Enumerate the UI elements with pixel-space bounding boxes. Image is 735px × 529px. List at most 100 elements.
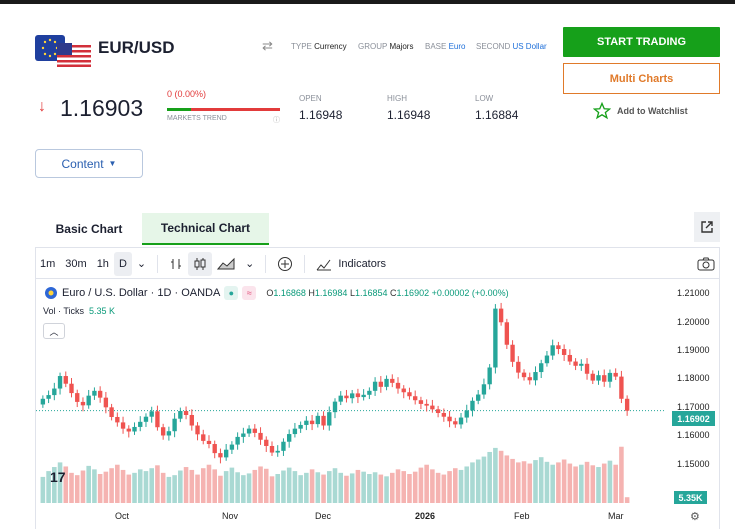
candle-body — [252, 428, 257, 433]
volume-bar — [561, 459, 567, 503]
volume-bar — [229, 467, 235, 503]
add-to-watchlist-button[interactable]: Add to Watchlist — [593, 102, 688, 120]
volume-bar — [544, 461, 550, 503]
legend-ohlc: O1.16868 H1.16984 L1.16854 C1.16902 +0.0… — [266, 288, 509, 298]
candle-body — [332, 401, 338, 413]
candle-body — [172, 418, 177, 432]
candle-body — [413, 396, 418, 401]
y-tick-label: 1.17000 — [677, 401, 710, 412]
volume-bar — [298, 475, 303, 503]
volume-bar — [132, 472, 137, 503]
external-link-button[interactable] — [694, 212, 720, 242]
volume-bar — [361, 471, 366, 503]
candle-body — [579, 363, 584, 366]
candle-body — [223, 449, 229, 458]
candle-body — [97, 390, 103, 398]
volume-bar — [246, 473, 252, 503]
candle-body — [378, 381, 384, 387]
volume-bar — [69, 472, 74, 503]
volume-bar — [487, 451, 492, 503]
candle-body — [92, 390, 97, 396]
candle-body — [155, 411, 160, 428]
current-price: 1.16903 — [60, 95, 144, 121]
candle-body — [613, 372, 618, 377]
volume-bar — [601, 463, 607, 503]
content-dropdown[interactable]: Content ▼ — [35, 149, 143, 178]
candle-body — [453, 421, 458, 425]
tab-basic-chart[interactable]: Basic Chart — [55, 222, 123, 236]
candle-body — [424, 403, 429, 406]
candle-body — [86, 395, 91, 406]
add-compare-icon[interactable] — [272, 252, 298, 276]
candle-body — [476, 394, 481, 401]
tradingview-logo: 17 — [50, 469, 66, 485]
info-icon[interactable]: ⓘ — [273, 117, 280, 124]
bar-style-icon[interactable] — [164, 252, 188, 276]
candle-body — [138, 421, 143, 427]
chart-container — [35, 247, 720, 529]
candle-body — [544, 355, 550, 364]
start-trading-button[interactable]: START TRADING — [563, 27, 720, 57]
candle-body — [201, 434, 206, 441]
candle-style-icon[interactable] — [188, 251, 213, 276]
interval-1m[interactable]: 1m — [40, 257, 56, 270]
volume-bar — [143, 471, 149, 503]
interval-d[interactable]: D — [113, 251, 132, 276]
candle-body — [372, 381, 378, 391]
volume-bar — [218, 475, 223, 503]
volume-bar — [149, 468, 154, 503]
interval-chevron-icon[interactable]: ⌄ — [136, 258, 147, 270]
volume-bar — [573, 466, 578, 503]
candle-body — [52, 388, 57, 396]
x-tick-label: Nov — [222, 511, 239, 521]
volume-bar — [292, 471, 298, 503]
volume-bar — [212, 469, 217, 503]
volume-bar — [367, 474, 372, 503]
candle-body — [435, 409, 441, 414]
candle-body — [470, 400, 475, 411]
chart-type-chevron-icon[interactable]: ⌄ — [245, 258, 255, 270]
camera-icon[interactable] — [692, 252, 720, 276]
volume-bar — [338, 472, 344, 503]
volume-bar — [527, 463, 533, 503]
candlestick-plot[interactable] — [36, 279, 666, 509]
volume-bar — [584, 461, 590, 503]
swap-icon[interactable]: ⇄ — [262, 38, 273, 53]
volume-bar — [395, 469, 401, 503]
volume-bar — [52, 467, 57, 503]
volume-bar — [263, 468, 269, 503]
volume-bar — [304, 472, 309, 503]
eur-usd-flag-icon — [35, 35, 91, 67]
multi-charts-button[interactable]: Multi Charts — [563, 63, 720, 94]
volume-bar — [80, 470, 86, 503]
volume-bar — [447, 471, 452, 503]
chart-settings-icon[interactable]: ⚙ — [690, 511, 700, 523]
candle-body — [309, 420, 315, 425]
candle-body — [464, 410, 469, 418]
candle-body — [160, 427, 166, 436]
legend-compare-icon[interactable]: ≈ — [242, 286, 257, 300]
indicators-button[interactable]: Indicators — [311, 252, 391, 276]
content-label: Content — [61, 156, 104, 171]
markets-trend-label: MARKETS TREND — [167, 115, 227, 122]
volume-bar — [309, 469, 315, 503]
volume-bar — [160, 472, 166, 503]
last-volume-tag: 5.35K — [674, 491, 707, 504]
candle-body — [590, 373, 595, 381]
candle-body — [120, 422, 126, 429]
volume-bar — [189, 469, 195, 503]
collapse-legend-icon[interactable]: ︿ — [43, 323, 65, 339]
interval-30m[interactable]: 30m — [65, 257, 87, 270]
candle-body — [132, 426, 137, 432]
candle-body — [401, 388, 406, 393]
volume-bar — [326, 471, 332, 503]
x-tick-label: Dec — [315, 511, 332, 521]
interval-1h[interactable]: 1h — [96, 257, 109, 270]
volume-bar — [281, 470, 286, 503]
volume-bar — [206, 464, 212, 503]
area-style-icon[interactable] — [212, 252, 240, 276]
tab-technical-chart[interactable]: Technical Chart — [142, 213, 269, 245]
volume-bar — [430, 469, 435, 503]
candle-body — [275, 450, 280, 453]
volume-bar — [86, 465, 91, 503]
